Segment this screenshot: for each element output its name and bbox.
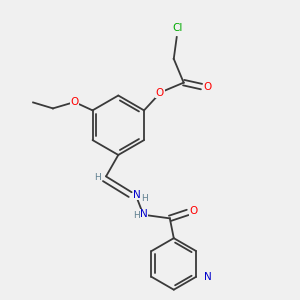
Text: N: N [140, 209, 148, 219]
Text: H: H [94, 173, 101, 182]
Text: H: H [141, 194, 147, 203]
Text: H: H [133, 211, 140, 220]
Text: Cl: Cl [172, 23, 183, 33]
Text: O: O [203, 82, 211, 92]
Text: N: N [133, 190, 141, 200]
Text: N: N [204, 272, 212, 282]
Text: O: O [190, 206, 198, 216]
Text: O: O [70, 98, 79, 107]
Text: O: O [156, 88, 164, 98]
